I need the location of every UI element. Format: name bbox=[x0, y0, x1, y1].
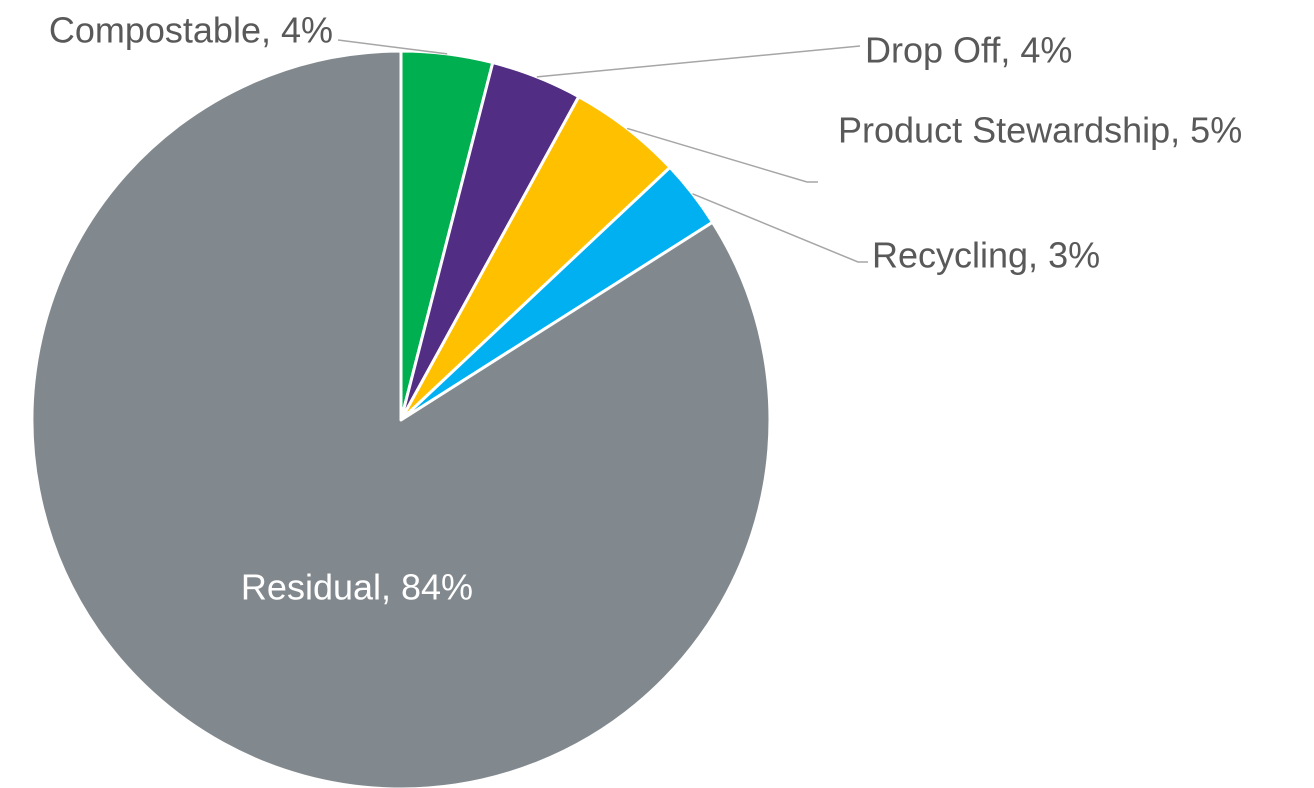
data-label-product-stewardship: Product Stewardship, 5% bbox=[838, 110, 1242, 151]
data-labels: Compostable, 4% Drop Off, 4% Product Stewa… bbox=[49, 10, 1242, 608]
data-label-residual: Residual, 84% bbox=[241, 567, 473, 608]
leader-lines bbox=[337, 39, 868, 263]
pie-slices bbox=[30, 49, 772, 788]
data-label-drop-off: Drop Off, 4% bbox=[865, 30, 1072, 71]
leader-line-recycling bbox=[692, 193, 868, 263]
data-label-compostable: Compostable, 4% bbox=[49, 10, 333, 51]
leader-line-product-stewardship bbox=[626, 127, 818, 183]
data-label-recycling: Recycling, 3% bbox=[872, 235, 1100, 276]
leader-line-drop-off bbox=[536, 45, 861, 78]
leader-line-compostable bbox=[337, 39, 448, 55]
pie-slice-residual bbox=[30, 49, 772, 788]
